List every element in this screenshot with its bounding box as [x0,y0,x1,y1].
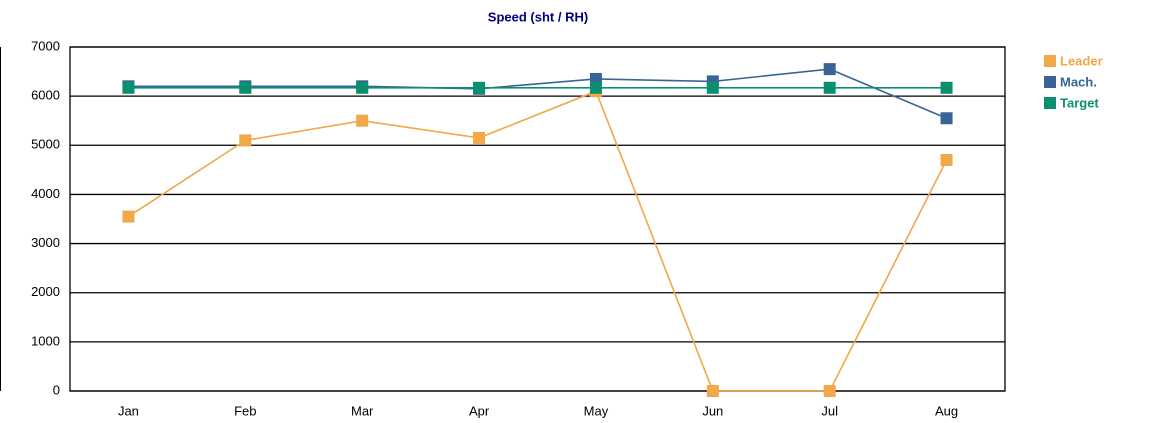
y-tick-label: 2000 [31,284,60,299]
plot-border [69,46,1006,392]
y-tick-label: 0 [53,382,60,397]
chart-title: Speed (sht / RH) [488,9,588,24]
legend-label: Mach. [1060,74,1097,89]
point-marker [940,81,953,94]
point-marker [823,63,836,76]
y-tick-label: 3000 [31,235,60,250]
x-tick-label: Jul [821,403,838,418]
point-marker [473,131,486,144]
point-marker [239,134,252,147]
x-tick-label: Mar [351,403,374,418]
x-tick-label: Jun [702,403,723,418]
point-marker [706,385,719,397]
point-marker [706,81,719,94]
point-marker [239,81,252,94]
y-tick-label: 7000 [31,38,60,53]
point-marker [473,81,486,94]
point-marker [356,81,369,94]
point-marker [589,81,602,94]
y-tick-label: 5000 [31,137,60,152]
point-marker [823,81,836,94]
x-tick-label: Aug [935,403,958,418]
legend-label: Leader [1060,53,1103,68]
y-tick-label: 4000 [31,186,60,201]
legend-swatch [1044,55,1056,67]
series-line [128,68,947,119]
legend-swatch [1044,76,1056,88]
x-tick-label: May [584,403,609,418]
legend-label: Target [1060,95,1099,110]
point-marker [356,114,369,127]
y-tick-label: 6000 [31,88,60,103]
x-tick-label: Feb [234,403,256,418]
point-marker [940,154,953,167]
legend-swatch [1044,97,1056,109]
series-line [128,90,948,392]
x-tick-label: Jan [118,403,139,418]
point-marker [122,81,135,94]
x-tick-label: Apr [469,403,490,418]
point-marker [940,112,953,125]
point-marker [823,385,836,397]
point-marker [122,210,135,223]
y-tick-label: 1000 [31,333,60,348]
